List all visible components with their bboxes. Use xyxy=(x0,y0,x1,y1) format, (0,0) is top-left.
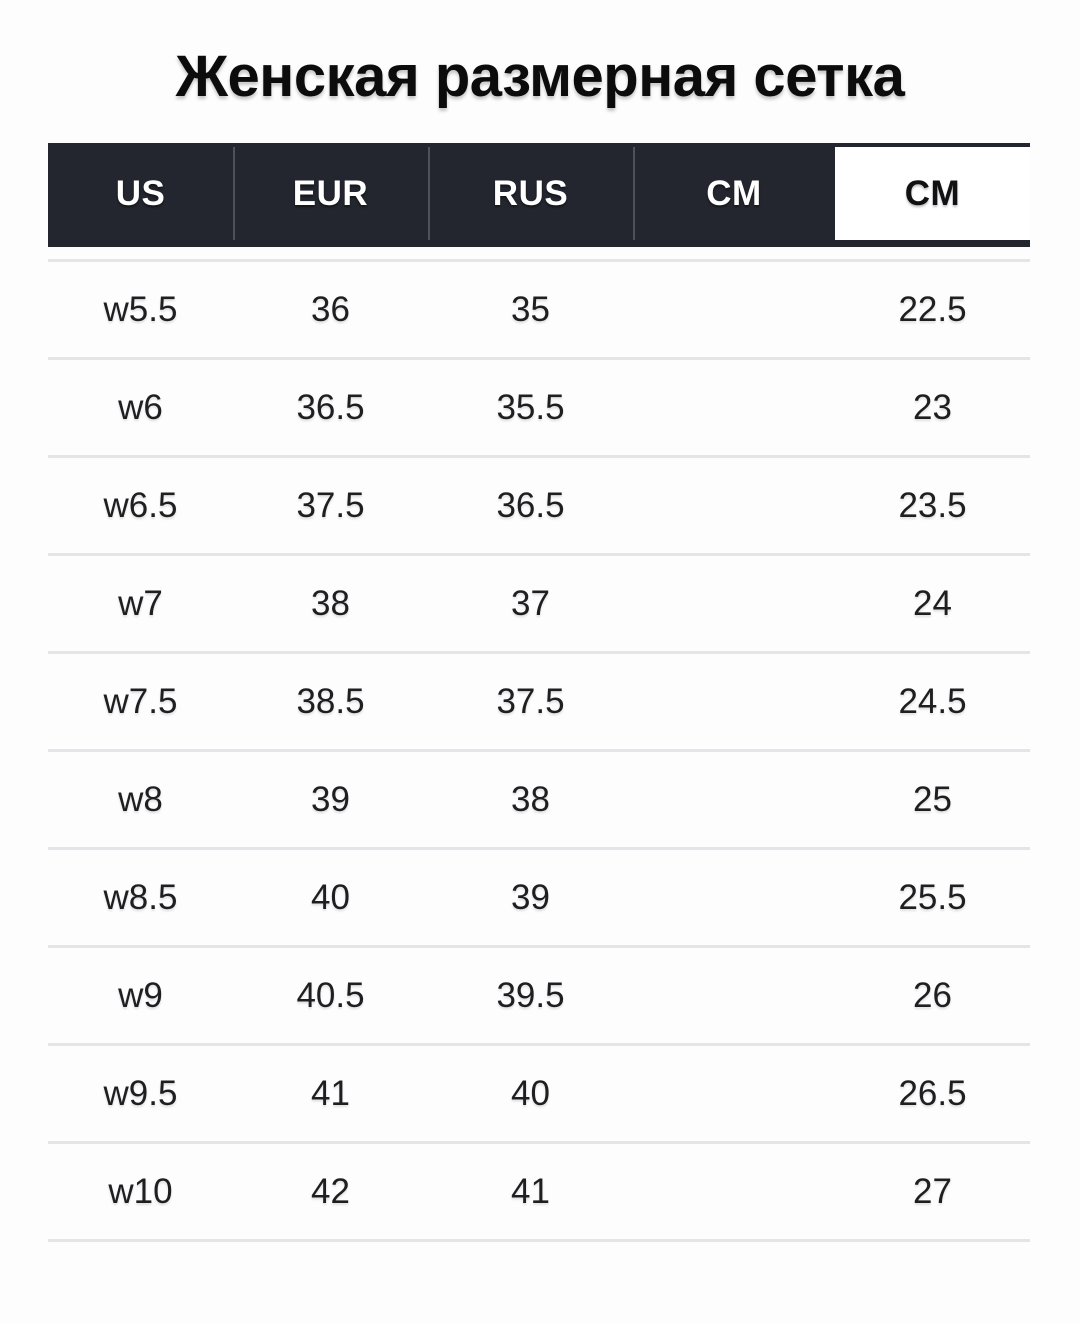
cell-cm: 23 xyxy=(913,387,952,427)
cell-cm: 24 xyxy=(913,583,952,623)
cell-cm: 26 xyxy=(913,975,952,1015)
table-row: w9 40.5 39.5 26 xyxy=(48,948,1030,1046)
size-chart-page: Женская размерная сетка US EUR RUS CM CM… xyxy=(0,44,1080,1242)
cell-eur: 36 xyxy=(311,289,350,329)
table-row: w6.5 37.5 36.5 23.5 xyxy=(48,458,1030,556)
cell-us: w6.5 xyxy=(103,485,178,525)
size-table: US EUR RUS CM CM w5.5 36 35 22.5 w6 36.5… xyxy=(48,143,1030,1242)
table-row: w8 39 38 25 xyxy=(48,752,1030,850)
cell-cm-dark xyxy=(633,752,835,847)
cell-rus: 41 xyxy=(511,1171,550,1211)
cell-cm: 24.5 xyxy=(898,681,967,721)
cell-eur: 41 xyxy=(311,1073,350,1113)
cell-us: w7 xyxy=(118,583,163,623)
column-header-us: US xyxy=(48,147,233,240)
cell-rus: 38 xyxy=(511,779,550,819)
table-row: w8.5 40 39 25.5 xyxy=(48,850,1030,948)
column-header-cm-highlighted: CM xyxy=(835,147,1030,240)
cell-cm: 25 xyxy=(913,779,952,819)
cell-cm-dark xyxy=(633,458,835,553)
cell-rus: 39.5 xyxy=(496,975,565,1015)
cell-rus: 36.5 xyxy=(496,485,565,525)
column-header-eur: EUR xyxy=(233,147,428,240)
table-row: w9.5 41 40 26.5 xyxy=(48,1046,1030,1144)
column-header-rus: RUS xyxy=(428,147,633,240)
cell-cm-dark xyxy=(633,1144,835,1239)
cell-us: w7.5 xyxy=(103,681,178,721)
cell-cm: 27 xyxy=(913,1171,952,1211)
cell-rus: 40 xyxy=(511,1073,550,1113)
cell-cm: 26.5 xyxy=(898,1073,967,1113)
cell-eur: 40.5 xyxy=(296,975,365,1015)
cell-eur: 38.5 xyxy=(296,681,365,721)
cell-us: w9 xyxy=(118,975,163,1015)
cell-cm: 22.5 xyxy=(898,289,967,329)
cell-rus: 39 xyxy=(511,877,550,917)
cell-cm: 25.5 xyxy=(898,877,967,917)
cell-rus: 35 xyxy=(511,289,550,329)
cell-cm-dark xyxy=(633,850,835,945)
cell-us: w6 xyxy=(118,387,163,427)
cell-cm-dark xyxy=(633,654,835,749)
cell-eur: 37.5 xyxy=(296,485,365,525)
cell-cm-dark xyxy=(633,360,835,455)
size-table-body: w5.5 36 35 22.5 w6 36.5 35.5 23 w6.5 37.… xyxy=(48,259,1030,1242)
table-row: w6 36.5 35.5 23 xyxy=(48,360,1030,458)
cell-rus: 35.5 xyxy=(496,387,565,427)
cell-us: w8.5 xyxy=(103,877,178,917)
cell-cm-dark xyxy=(633,262,835,357)
cell-cm-dark xyxy=(633,948,835,1043)
cell-cm-dark xyxy=(633,556,835,651)
table-row: w7.5 38.5 37.5 24.5 xyxy=(48,654,1030,752)
cell-rus: 37.5 xyxy=(496,681,565,721)
table-row: w5.5 36 35 22.5 xyxy=(48,262,1030,360)
cell-eur: 40 xyxy=(311,877,350,917)
cell-us: w8 xyxy=(118,779,163,819)
cell-us: w9.5 xyxy=(103,1073,178,1113)
cell-us: w5.5 xyxy=(103,289,178,329)
table-row: w10 42 41 27 xyxy=(48,1144,1030,1242)
cell-eur: 38 xyxy=(311,583,350,623)
table-row: w7 38 37 24 xyxy=(48,556,1030,654)
column-header-cm: CM xyxy=(633,147,835,240)
cell-cm-dark xyxy=(633,1046,835,1141)
cell-cm: 23.5 xyxy=(898,485,967,525)
cell-us: w10 xyxy=(108,1171,173,1211)
size-table-header: US EUR RUS CM CM xyxy=(48,143,1030,247)
page-title: Женская размерная сетка xyxy=(175,44,905,109)
cell-eur: 42 xyxy=(311,1171,350,1211)
cell-eur: 39 xyxy=(311,779,350,819)
cell-rus: 37 xyxy=(511,583,550,623)
cell-eur: 36.5 xyxy=(296,387,365,427)
